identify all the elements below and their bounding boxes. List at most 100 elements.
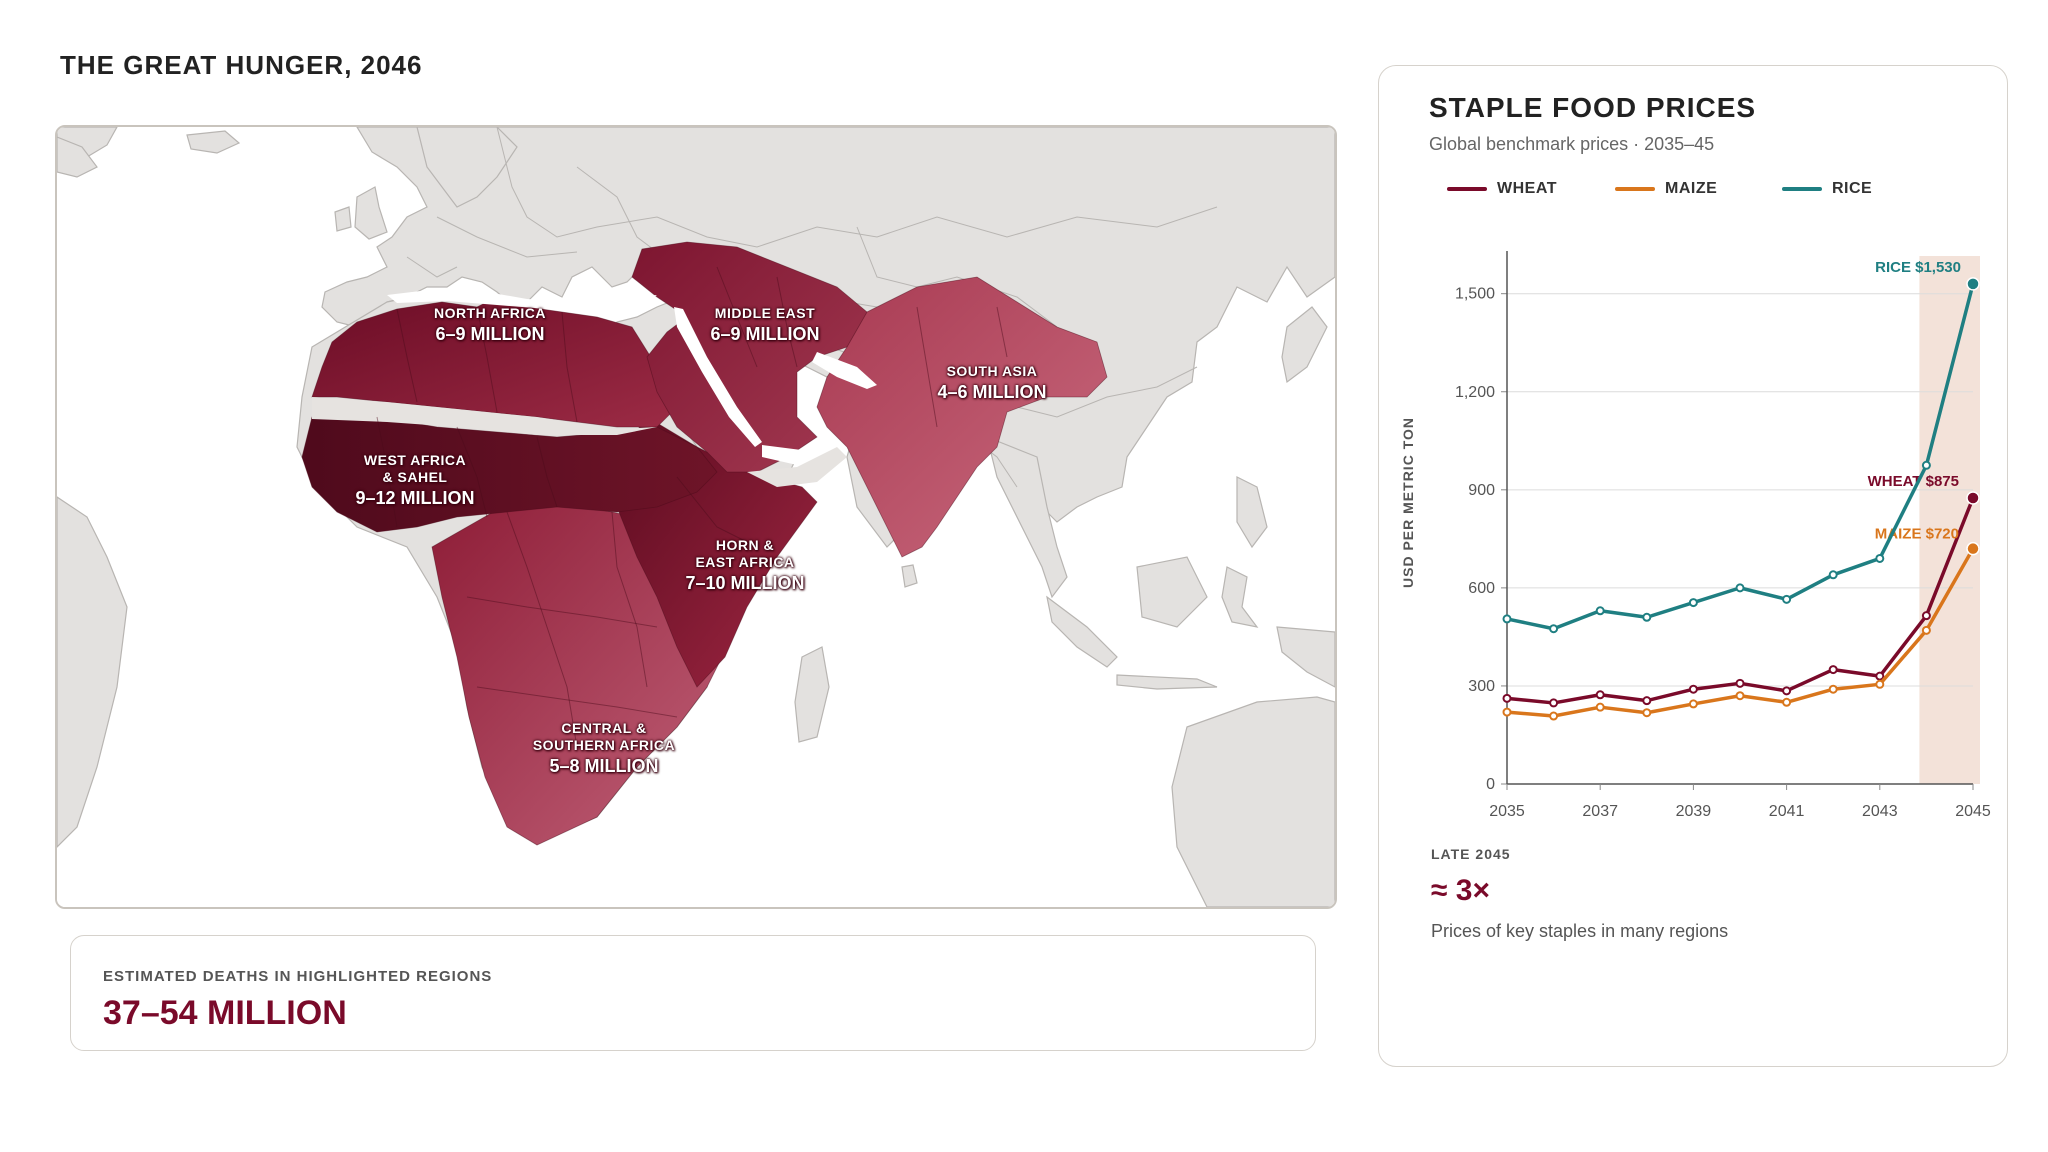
new-guinea <box>1276 626 1335 688</box>
data-point-rice <box>1688 598 1698 608</box>
y-tick-label: 1,200 <box>1455 384 1495 401</box>
ireland <box>334 206 352 232</box>
border-line <box>406 256 458 278</box>
region-south-asia[interactable] <box>816 276 1108 558</box>
data-point-maize <box>1595 702 1605 712</box>
data-point-wheat <box>1875 671 1885 681</box>
inner-border <box>506 511 578 748</box>
region-name: MIDDLE EAST <box>714 305 816 321</box>
data-point-maize <box>1502 707 1512 717</box>
red-sea <box>674 307 762 447</box>
inner-border <box>716 266 758 368</box>
inner-border <box>676 476 758 548</box>
region-label-north-africa: NORTH AFRICA 6–9 MILLION <box>434 305 546 345</box>
x-tick-label: 2039 <box>1676 803 1712 820</box>
region-value: 9–12 MILLION <box>355 487 475 508</box>
data-point-wheat <box>1549 698 1559 708</box>
inner-border <box>376 416 398 528</box>
data-point-maize <box>1782 697 1792 707</box>
data-point-wheat <box>1782 686 1792 696</box>
data-point-rice <box>1549 624 1559 634</box>
britain <box>354 186 388 240</box>
java <box>1116 674 1218 690</box>
inner-border <box>456 426 488 518</box>
southeast-asia <box>986 436 1068 599</box>
data-point-maize <box>1875 679 1885 689</box>
region-name: HORN & EAST AFRICA <box>695 537 795 570</box>
x-tick-label: 2035 <box>1489 803 1525 820</box>
map-panel[interactable]: NORTH AFRICA 6–9 MILLION MIDDLE EAST 6–9… <box>55 125 1337 909</box>
highlight-regions <box>301 241 1108 846</box>
legend-swatch-rice <box>1782 187 1822 191</box>
data-point-rice <box>1921 460 1931 470</box>
inner-border <box>396 308 418 403</box>
legend-swatch-maize <box>1615 187 1655 191</box>
world-map <box>57 127 1335 907</box>
region-name: WEST AFRICA & SAHEL <box>363 452 467 485</box>
y-tick-label: 1,500 <box>1455 286 1495 303</box>
projection-band <box>1919 256 1980 784</box>
y-tick-label: 600 <box>1468 580 1495 597</box>
japan <box>1281 306 1328 384</box>
data-point-maize <box>1549 711 1559 721</box>
data-point-wheat <box>1921 611 1931 621</box>
west-edge <box>57 136 98 178</box>
region-label-south-asia: SOUTH ASIA 4–6 MILLION <box>937 363 1046 403</box>
inner-border <box>476 306 498 413</box>
legend-item-wheat[interactable]: WHEAT <box>1447 180 1557 198</box>
chart-panel: STAPLE FOOD PRICES Global benchmark pric… <box>1378 65 2008 1067</box>
data-point-rice <box>1782 594 1792 604</box>
legend-item-maize[interactable]: MAIZE <box>1615 180 1717 198</box>
madagascar <box>794 646 830 743</box>
legend-item-rice[interactable]: RICE <box>1782 180 1872 198</box>
sri-lanka <box>901 564 918 588</box>
region-name: NORTH AFRICA <box>433 305 547 321</box>
region-value: 6–9 MILLION <box>435 323 545 344</box>
series-line-rice <box>1505 282 1975 631</box>
note-value: ≈ 3× <box>1431 874 1491 907</box>
chart-subtitle: Global benchmark prices · 2035–45 <box>1429 134 1715 154</box>
y-tick-label: 300 <box>1468 678 1495 695</box>
data-point-maize <box>1966 541 1980 556</box>
australia <box>1171 696 1335 907</box>
inner-border <box>476 686 678 718</box>
sulawesi <box>1221 566 1259 628</box>
price-line-chart: 0 300 600 900 1,200 1,500 2035 2037 2039 2041 2043… <box>1400 251 1991 820</box>
region-name: SOUTH ASIA <box>946 363 1038 379</box>
legend-label: MAIZE <box>1665 180 1718 197</box>
highlight-borders <box>376 266 1008 748</box>
region-name: CENTRAL & SOUTHERN AFRICA <box>532 720 676 753</box>
legend-label: WHEAT <box>1497 180 1557 197</box>
region-middle-east[interactable] <box>631 241 868 473</box>
chart-title: STAPLE FOOD PRICES <box>1429 92 1757 123</box>
deaths-summary-card: ESTIMATED DEATHS IN HIGHLIGHTED REGIONS … <box>70 935 1316 1051</box>
border-line <box>436 216 578 258</box>
data-point-rice <box>1828 570 1838 580</box>
data-point-maize <box>1921 625 1931 635</box>
deaths-label: ESTIMATED DEATHS IN HIGHLIGHTED REGIONS <box>103 968 493 985</box>
persian-gulf <box>812 352 877 389</box>
data-point-maize <box>1828 684 1838 694</box>
south-america <box>57 496 128 848</box>
data-point-wheat <box>1828 665 1838 675</box>
region-value: 5–8 MILLION <box>549 755 659 776</box>
sahara-gap <box>312 397 657 435</box>
philippines <box>1236 476 1268 549</box>
x-tick-label: 2043 <box>1862 803 1898 820</box>
data-point-maize <box>1688 699 1698 709</box>
gulf-of-aden <box>762 445 847 465</box>
data-point-rice <box>1875 553 1885 563</box>
page-title: THE GREAT HUNGER, 2046 <box>60 50 423 80</box>
region-west-africa-sahel[interactable] <box>301 416 718 533</box>
data-point-rice <box>1595 606 1605 616</box>
data-point-wheat <box>1966 491 1980 505</box>
borneo <box>1136 556 1208 628</box>
end-label-wheat: WHEAT $875 <box>1868 473 1959 490</box>
iceland <box>186 130 241 154</box>
deaths-value: 37–54 MILLION <box>103 994 347 1032</box>
data-point-wheat <box>1502 693 1512 703</box>
inner-border <box>776 276 798 368</box>
note-label: LATE 2045 <box>1431 846 1511 862</box>
region-label-middle-east: MIDDLE EAST 6–9 MILLION <box>710 305 819 345</box>
data-point-rice <box>1735 583 1745 593</box>
